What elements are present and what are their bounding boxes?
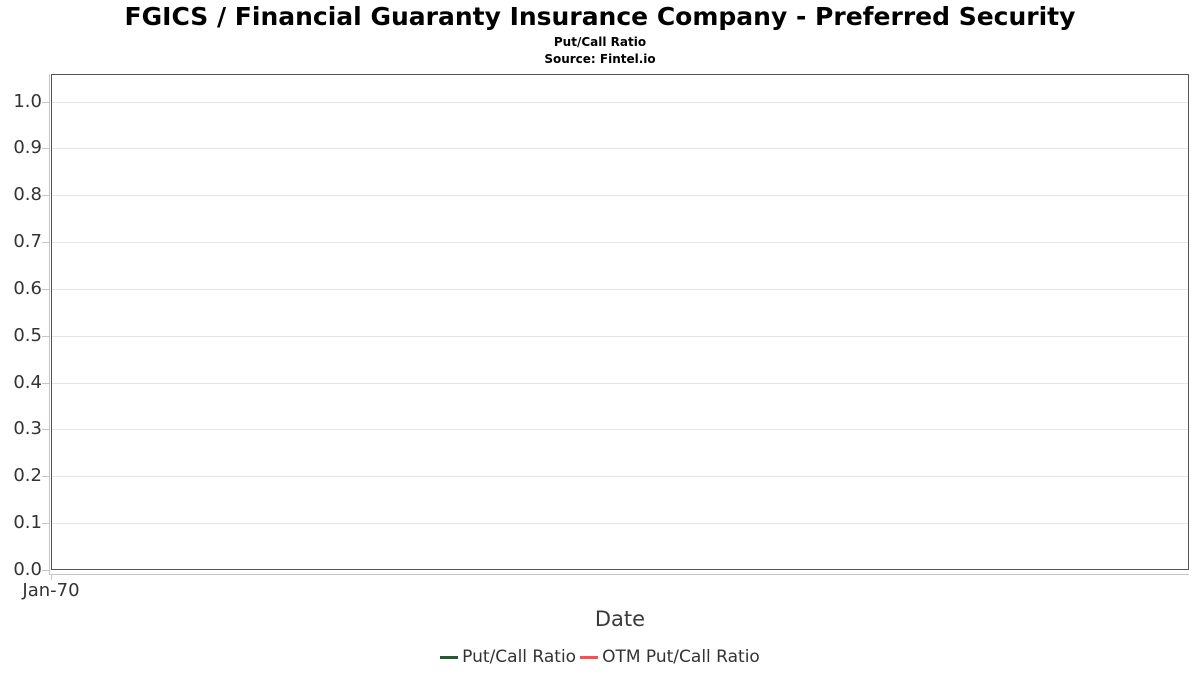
- y-gridline: [52, 476, 1188, 478]
- chart-subtitle: Put/Call Ratio: [553, 35, 647, 49]
- legend-marker-put-call-ratio: [440, 655, 459, 659]
- y-tick-mark: [42, 288, 49, 290]
- y-gridline: [52, 429, 1188, 431]
- chart-source: Source: Fintel.io: [544, 52, 656, 66]
- y-tick-label: 0.0: [13, 559, 42, 580]
- y-gridline: [52, 382, 1188, 384]
- y-tick-label: 0.6: [13, 277, 42, 299]
- plot-area: [51, 74, 1189, 570]
- y-axis-line: [49, 74, 50, 575]
- y-tick-label: 0.2: [13, 465, 42, 487]
- y-gridline: [52, 288, 1188, 290]
- legend: Put/Call Ratio OTM Put/Call Ratio: [0, 646, 1200, 668]
- chart-title: FGICS / Financial Guaranty Insurance Com…: [124, 2, 1076, 31]
- y-tick-mark: [42, 476, 49, 478]
- legend-item-put-call-ratio[interactable]: Put/Call Ratio: [440, 646, 576, 668]
- legend-label-put-call-ratio: Put/Call Ratio: [462, 647, 577, 667]
- y-tick-label: 0.8: [13, 184, 42, 206]
- y-tick-label: 0.5: [13, 324, 42, 346]
- y-tick-mark: [42, 101, 49, 103]
- y-gridline: [52, 242, 1188, 244]
- y-tick-mark: [42, 335, 49, 337]
- y-tick-label: 0.9: [13, 137, 42, 159]
- y-tick-label: 0.1: [13, 512, 42, 534]
- legend-marker-otm-put-call-ratio: [580, 655, 599, 659]
- y-tick-label: 1.0: [13, 90, 42, 112]
- x-axis-line: [49, 574, 1189, 575]
- y-tick-mark: [42, 195, 49, 197]
- y-gridline: [52, 335, 1188, 337]
- x-tick-mark: [51, 575, 52, 580]
- y-gridline: [52, 523, 1188, 525]
- x-tick-label: Jan-70: [22, 580, 80, 601]
- legend-label-otm-put-call-ratio: OTM Put/Call Ratio: [602, 647, 760, 667]
- y-tick-mark: [42, 382, 49, 384]
- y-tick-mark: [42, 148, 49, 150]
- y-tick-mark: [42, 429, 49, 431]
- y-gridline: [52, 148, 1188, 150]
- y-tick-mark: [42, 523, 49, 525]
- y-gridline: [52, 101, 1188, 103]
- y-tick-label: 0.3: [13, 418, 42, 440]
- y-tick-mark: [42, 570, 49, 571]
- y-tick-mark: [42, 242, 49, 244]
- x-axis-title: Date: [594, 607, 646, 631]
- y-gridline: [52, 195, 1188, 197]
- y-tick-label: 0.4: [13, 371, 42, 393]
- y-tick-label: 0.7: [13, 231, 42, 253]
- legend-item-otm-put-call-ratio[interactable]: OTM Put/Call Ratio: [580, 646, 760, 668]
